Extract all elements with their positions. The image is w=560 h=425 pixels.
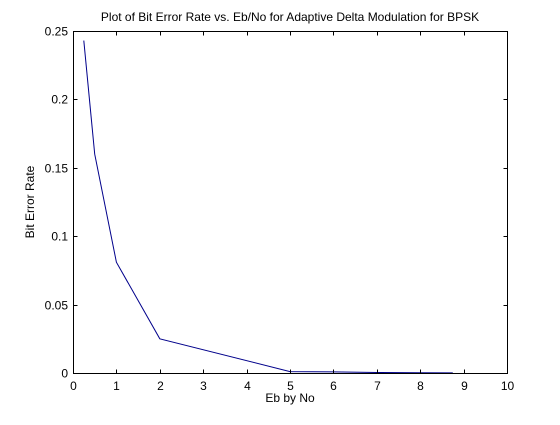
x-tick-label: 3 bbox=[200, 379, 207, 393]
y-tick-label: 0.15 bbox=[45, 162, 69, 176]
plot-area bbox=[73, 31, 507, 373]
y-tick-label: 0 bbox=[61, 367, 68, 381]
y-tick-label: 0.25 bbox=[45, 25, 69, 39]
x-tick-label: 1 bbox=[113, 379, 120, 393]
y-tick-label: 0.05 bbox=[45, 299, 69, 313]
y-tick-label: 0.2 bbox=[51, 93, 68, 107]
x-tick-label: 4 bbox=[244, 379, 251, 393]
x-tick-label: 2 bbox=[157, 379, 164, 393]
y-axis-label: Bit Error Rate bbox=[23, 165, 37, 238]
x-tick-label: 6 bbox=[330, 379, 337, 393]
chart-title: Plot of Bit Error Rate vs. Eb/No for Ada… bbox=[101, 10, 479, 24]
x-tick-label: 5 bbox=[287, 379, 294, 393]
x-axis-label: Eb by No bbox=[265, 391, 315, 405]
x-tick-label: 8 bbox=[417, 379, 424, 393]
y-tick-label: 0.1 bbox=[51, 230, 68, 244]
y-axis: 0 0.05 0.1 0.15 0.2 0.25 bbox=[45, 25, 508, 381]
x-tick-label: 7 bbox=[374, 379, 381, 393]
x-tick-label: 9 bbox=[461, 379, 468, 393]
x-axis: 0 1 2 3 4 5 6 7 8 9 10 bbox=[70, 31, 515, 393]
x-tick-label: 0 bbox=[70, 379, 77, 393]
x-tick-label: 10 bbox=[501, 379, 515, 393]
